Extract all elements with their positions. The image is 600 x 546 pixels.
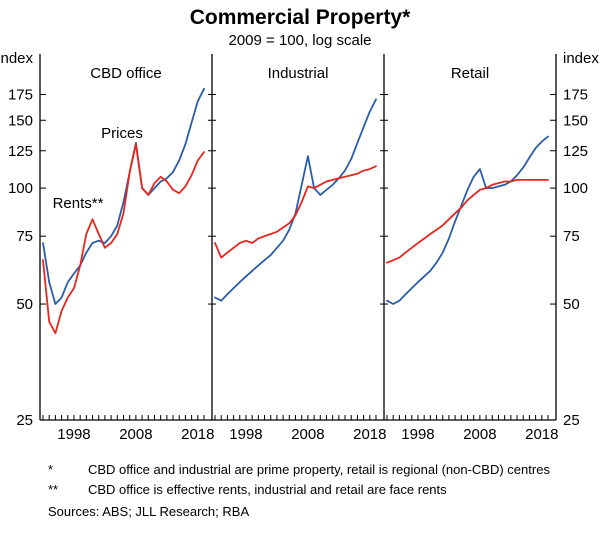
sources-line: Sources: ABS; JLL Research; RBA xyxy=(48,504,250,520)
y-tick-label-left: 175 xyxy=(8,86,33,103)
y-tick-label-right: 125 xyxy=(563,143,588,160)
x-tick-label: 1998 xyxy=(401,426,434,443)
prices-line xyxy=(214,98,377,302)
y-axis-unit-left: index xyxy=(0,50,34,67)
y-tick-label-left: 125 xyxy=(8,143,33,160)
y-tick-label-left: 25 xyxy=(16,412,33,429)
x-tick-label: 1998 xyxy=(57,426,90,443)
y-tick-label-right: 100 xyxy=(563,180,588,197)
y-tick-label-right: 25 xyxy=(563,412,580,429)
footnote-2-text: CBD office is effective rents, industria… xyxy=(88,482,447,498)
y-axis-unit-right: index xyxy=(563,50,599,67)
footnotes: * CBD office and industrial are prime pr… xyxy=(0,461,600,520)
panel-title: CBD office xyxy=(90,65,161,82)
panel-title: Industrial xyxy=(268,65,329,82)
x-tick-label: 2008 xyxy=(291,426,324,443)
x-tick-label: 1998 xyxy=(229,426,262,443)
x-tick-label: 2018 xyxy=(181,426,214,443)
prices-line xyxy=(42,87,205,305)
prices-line xyxy=(386,135,549,305)
x-tick-label: 2018 xyxy=(525,426,558,443)
rents-label: Rents** xyxy=(53,195,104,212)
footnote-1-text: CBD office and industrial are prime prop… xyxy=(88,462,550,477)
footnote-2-marker: ** xyxy=(48,482,59,498)
rents-line xyxy=(386,178,549,264)
y-tick-label-right: 175 xyxy=(563,86,588,103)
page-title: Commercial Property* xyxy=(189,6,411,29)
x-tick-label: 2008 xyxy=(463,426,496,443)
footnote-2: ** CBD office is effective rents, indust… xyxy=(0,481,600,498)
chart-subtitle: 2009 = 100, log scale xyxy=(228,32,372,49)
y-tick-label-right: 75 xyxy=(563,228,580,245)
y-tick-label-left: 100 xyxy=(8,180,33,197)
y-tick-label-left: 75 xyxy=(16,228,33,245)
x-tick-label: 2008 xyxy=(119,426,152,443)
prices-label: Prices xyxy=(101,125,143,142)
y-tick-label-right: 50 xyxy=(563,296,580,313)
rents-line xyxy=(214,165,377,259)
footnote-1-marker: * xyxy=(48,462,54,477)
x-tick-label: 2018 xyxy=(353,426,386,443)
y-tick-label-right: 150 xyxy=(563,112,588,129)
footnote-1: * CBD office and industrial are prime pr… xyxy=(0,461,600,478)
panel-title: Retail xyxy=(451,65,489,82)
y-tick-label-left: 150 xyxy=(8,112,33,129)
y-tick-label-left: 50 xyxy=(16,296,33,313)
commercial-property-chart: 25 25 50 50 75 75 100 100 125 125 150 150 175 175 inde… xyxy=(0,50,599,443)
rents-line xyxy=(42,143,205,335)
